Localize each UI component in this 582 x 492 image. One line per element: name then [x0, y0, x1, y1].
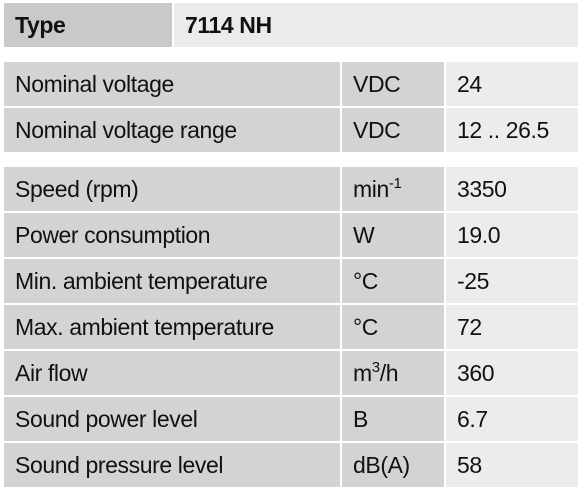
row-unit: VDC — [342, 108, 444, 152]
row-label: Air flow — [4, 351, 340, 395]
row-value: 360 — [446, 351, 578, 395]
row-value: -25 — [446, 259, 578, 303]
unit-text: °C — [353, 268, 379, 294]
row-label: Nominal voltage range — [4, 108, 340, 152]
row-label: Nominal voltage — [4, 62, 340, 106]
unit-text: B — [353, 406, 368, 432]
unit-text: min — [353, 176, 389, 202]
row-value: 24 — [446, 62, 578, 106]
header-label: Type — [4, 3, 172, 47]
row-label: Speed (rpm) — [4, 167, 340, 211]
row-value: 19.0 — [446, 213, 578, 257]
row-value: 3350 — [446, 167, 578, 211]
row-value: 12 .. 26.5 — [446, 108, 578, 152]
row-unit: min-1 — [342, 167, 444, 211]
unit-text: m — [353, 360, 372, 386]
row-unit: dB(A) — [342, 443, 444, 487]
row-unit: °C — [342, 305, 444, 349]
row-unit: W — [342, 213, 444, 257]
unit-sup: 3 — [371, 359, 380, 376]
row-unit: VDC — [342, 62, 444, 106]
row-label: Sound pressure level — [4, 443, 340, 487]
unit-text: W — [353, 222, 375, 248]
unit-text: dB(A) — [353, 452, 410, 478]
unit-text: VDC — [353, 71, 401, 97]
unit-after: /h — [379, 360, 399, 386]
row-value: 58 — [446, 443, 578, 487]
row-unit: m3/h — [342, 351, 444, 395]
unit-text: °C — [353, 314, 379, 340]
row-label: Max. ambient temperature — [4, 305, 340, 349]
header-value: 7114 NH — [174, 3, 578, 47]
row-label: Power consumption — [4, 213, 340, 257]
row-label: Min. ambient temperature — [4, 259, 340, 303]
unit-sup: -1 — [388, 175, 402, 192]
row-value: 72 — [446, 305, 578, 349]
row-unit: B — [342, 397, 444, 441]
row-label: Sound power level — [4, 397, 340, 441]
row-unit: °C — [342, 259, 444, 303]
row-value: 6.7 — [446, 397, 578, 441]
unit-text: VDC — [353, 117, 401, 143]
